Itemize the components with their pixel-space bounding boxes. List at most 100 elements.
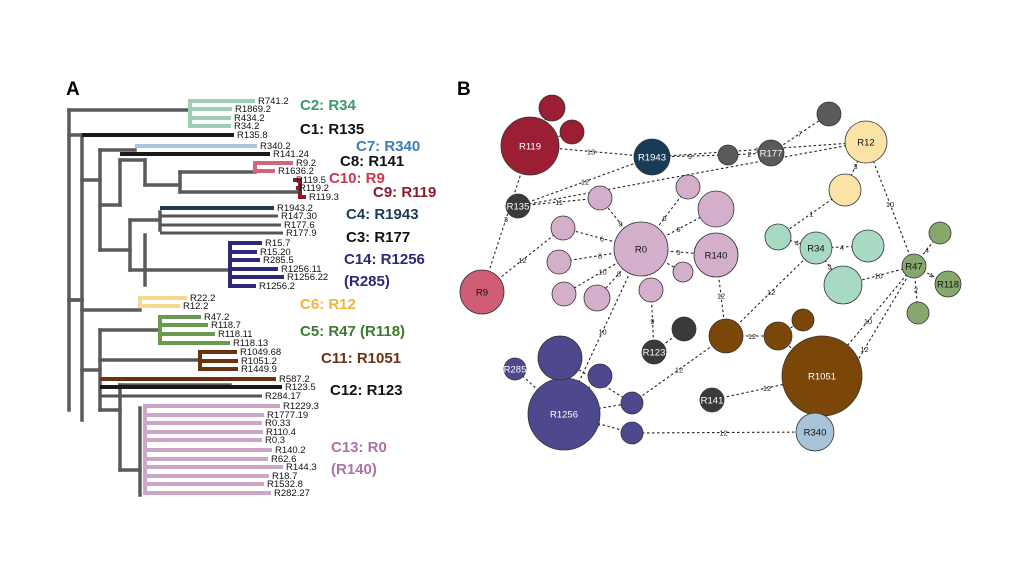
edge-weight-label: 3 — [504, 215, 508, 224]
edge-weight-label: 13 — [587, 148, 595, 157]
leaf-label: R1449.9 — [241, 364, 277, 375]
edge-weight-label: 12 — [719, 429, 727, 438]
network-node — [587, 185, 613, 211]
node-circle — [620, 391, 644, 415]
network-node: R123 — [641, 339, 667, 365]
network-node — [538, 94, 566, 122]
edge-weight-label: 12 — [518, 256, 526, 265]
node-label: R47 — [905, 262, 922, 273]
node-circle — [500, 116, 560, 176]
clade-label-c7: C7: R340 — [356, 138, 420, 155]
network-edge — [815, 245, 869, 249]
node-circle — [546, 249, 572, 275]
edge-weight-label: 3 — [853, 162, 857, 171]
network-node: R1051 — [781, 335, 863, 417]
leaf-label: R147.30 — [281, 211, 317, 222]
leaf-label: R1051.2 — [241, 356, 277, 367]
clade-label-c11: C11: R1051 — [321, 350, 401, 367]
network-edge — [558, 248, 642, 263]
network-node — [851, 229, 885, 263]
leaf-label: R0.3 — [265, 435, 285, 446]
network-node — [763, 321, 793, 351]
network-node: R140 — [693, 232, 739, 278]
network-node: R135 — [505, 193, 531, 219]
leaf-label: R15.20 — [260, 247, 291, 258]
network-node: R9 — [459, 269, 505, 315]
edge-weight-label: 6 — [600, 235, 604, 244]
node-circle — [537, 335, 583, 381]
network-node: R118 — [934, 270, 962, 298]
edge-weight-label: 5 — [676, 248, 680, 257]
node-label: R123 — [643, 348, 666, 359]
edge-weight-label: 10 — [598, 268, 606, 277]
network-node: R141 — [699, 387, 725, 413]
node-circle — [550, 215, 576, 241]
network-node — [672, 261, 694, 283]
clade-label-c14: C14: R1256 — [344, 251, 425, 268]
node-label: R0 — [635, 245, 647, 256]
leaf-label: R1943.2 — [277, 203, 313, 214]
network-edge — [517, 141, 867, 207]
leaf-label: R282.27 — [274, 488, 310, 499]
network-node — [546, 249, 572, 275]
node-label: R140 — [705, 251, 728, 262]
network-node — [537, 335, 583, 381]
node-circle — [717, 144, 739, 166]
leaf-label: R140.2 — [275, 445, 306, 456]
edge-weight-label: 6 — [662, 214, 666, 223]
node-label: R12 — [857, 138, 874, 149]
edge-weight-label: 10 — [874, 272, 882, 281]
node-label: R1256 — [550, 410, 578, 421]
network-node — [791, 308, 815, 332]
clade-label-c6: C6: R12 — [300, 296, 356, 313]
network-node — [620, 391, 644, 415]
leaf-label: R1777.19 — [267, 410, 308, 421]
network-edge — [562, 227, 642, 250]
edge-weight-label: 7 — [798, 130, 802, 139]
node-circle — [708, 318, 744, 354]
network-node — [823, 265, 863, 305]
network-node — [906, 301, 930, 325]
leaf-label: R119.5 — [296, 175, 326, 186]
node-label: R34 — [807, 244, 824, 255]
edge-weight-label: 12 — [675, 366, 683, 375]
edge-weight-label: 12 — [748, 332, 756, 341]
edge-weight-label: 9 — [650, 317, 654, 326]
node-circle — [699, 387, 725, 413]
leaf-label: R118.7 — [211, 320, 241, 331]
node-label: R285 — [504, 365, 527, 376]
edge-weight-label: 12 — [767, 288, 775, 297]
edge-weight-label: 10 — [886, 200, 894, 209]
leaf-label: R1256.22 — [287, 272, 328, 283]
network-node: R1256 — [527, 377, 601, 451]
leaf-label: R62.6 — [271, 454, 296, 465]
node-circle — [791, 308, 815, 332]
edge-weight-label: 12 — [763, 384, 771, 393]
network-node — [583, 284, 611, 312]
node-circle — [620, 421, 644, 445]
leaf-label: R1869.2 — [235, 104, 271, 115]
edge-weight-label: 2 — [747, 150, 751, 159]
leaf-label: R141.24 — [273, 149, 309, 160]
network-node: R0 — [613, 221, 669, 277]
network-panel: 1392712111239665681082810912122121012124… — [459, 94, 962, 452]
node-circle — [671, 316, 697, 342]
edge-weight-label: 2 — [914, 286, 918, 295]
node-circle — [503, 357, 527, 381]
clade-label-c9: C9: R119 — [373, 184, 436, 201]
leaf-label: R177.9 — [286, 228, 317, 239]
node-label: R177 — [760, 149, 783, 160]
node-circle — [906, 301, 930, 325]
network-node — [620, 421, 644, 445]
network-node: R1943 — [633, 138, 671, 176]
network-node — [816, 101, 842, 127]
network-node: R340 — [795, 412, 835, 452]
leaf-label: R1049.68 — [240, 347, 281, 358]
dendrogram-panel: R741.2R1869.2R434.2R34.2R135.8R340.2R141… — [67, 96, 436, 499]
node-circle — [538, 94, 566, 122]
network-edge — [715, 254, 727, 337]
leaf-label: R1256.2 — [259, 281, 295, 292]
clade-label-r140: (R140) — [331, 461, 377, 478]
node-circle — [763, 321, 793, 351]
